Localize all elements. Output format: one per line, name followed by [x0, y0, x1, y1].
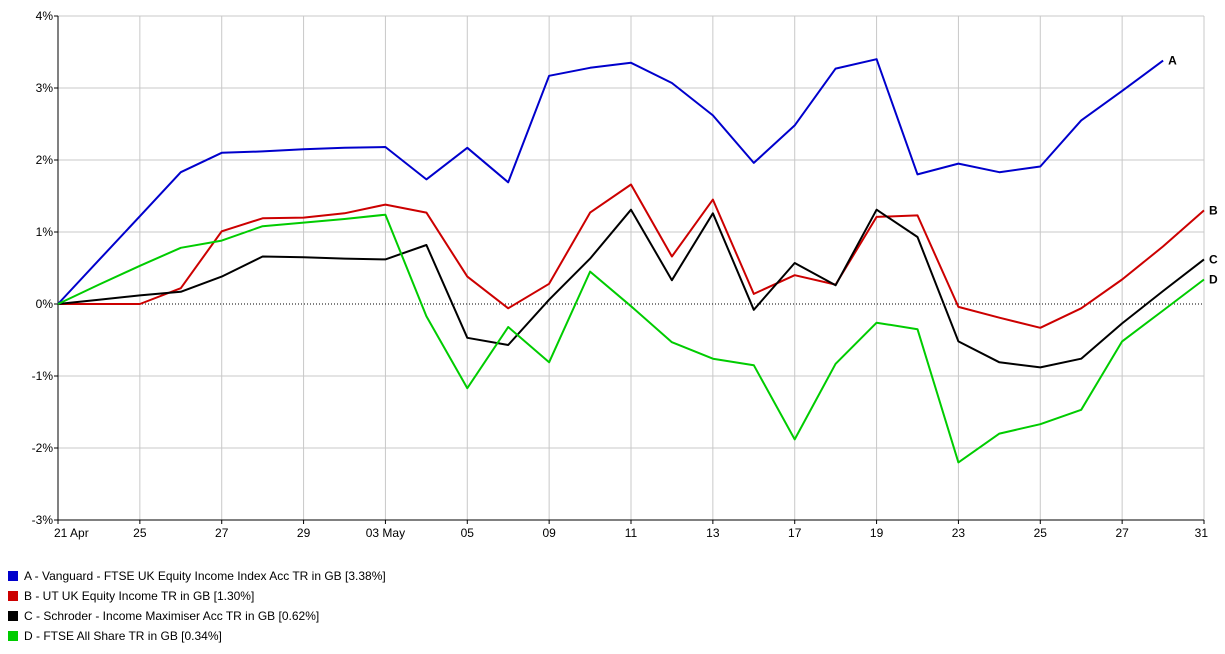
y-tick-label: 3% [36, 81, 54, 95]
legend-item: D - FTSE All Share TR in GB [0.34%] [8, 626, 808, 646]
legend-label: D - FTSE All Share TR in GB [0.34%] [24, 629, 222, 643]
series-end-label: B [1209, 203, 1218, 217]
x-tick-label: 27 [215, 526, 229, 540]
y-tick-label: -2% [32, 441, 54, 455]
x-tick-label: 19 [870, 526, 884, 540]
chart-svg: 4% 3% 2% 1% 0% -1% -2% -3%21 Apr 25 27 29 03 May 05 0… [32, 9, 1218, 540]
legend-item: B - UT UK Equity Income TR in GB [1.30%] [8, 586, 808, 606]
x-tick-label: 25 [1034, 526, 1048, 540]
x-tick-label: 29 [297, 526, 311, 540]
legend-label: B - UT UK Equity Income TR in GB [1.30%] [24, 589, 255, 603]
x-tick-label: 13 [706, 526, 720, 540]
legend-swatch [8, 631, 18, 641]
x-tick-label: 23 [952, 526, 966, 540]
series-line-b [58, 183, 1205, 329]
series-end-label: D [1209, 273, 1218, 287]
x-tick-label: 27 [1115, 526, 1129, 540]
y-tick-label: 4% [36, 9, 54, 23]
y-tick-label: -3% [32, 513, 54, 527]
y-tick-label: 1% [36, 225, 54, 239]
x-tick-label: 03 May [366, 526, 405, 540]
series-line-a [57, 58, 1164, 305]
legend-item: A - Vanguard - FTSE UK Equity Income Ind… [8, 566, 808, 586]
x-tick-label: 11 [625, 526, 638, 540]
legend-label: A - Vanguard - FTSE UK Equity Income Ind… [24, 569, 386, 583]
series-end-label: C [1209, 252, 1218, 266]
legend-swatch [8, 571, 18, 581]
series-line-d [57, 213, 1205, 464]
series-line-c [57, 208, 1205, 369]
series-end-label: A [1168, 54, 1177, 68]
x-tick-label: 31 [1195, 526, 1209, 540]
legend-label: C - Schroder - Income Maximiser Acc TR i… [24, 609, 320, 623]
y-tick-label: 2% [36, 153, 54, 167]
x-tick-label: 09 [542, 526, 556, 540]
line-chart: 4% 3% 2% 1% 0% -1% -2% -3% 21 Apr 25 27 29 03 May 05 0… [32, 9, 1218, 540]
legend-swatch [8, 591, 18, 601]
chart-legend: A - Vanguard - FTSE UK Equity Income Ind… [8, 566, 808, 646]
legend-swatch [8, 611, 18, 621]
legend-item: C - Schroder - Income Maximiser Acc TR i… [8, 606, 808, 626]
x-tick-label: 25 [133, 526, 147, 540]
x-tick-label: 05 [461, 526, 475, 540]
y-tick-label: -1% [32, 369, 54, 383]
x-tick-label: 21 Apr [54, 526, 89, 540]
x-tick-label: 17 [788, 526, 802, 540]
y-tick-label: 0% [36, 297, 54, 311]
